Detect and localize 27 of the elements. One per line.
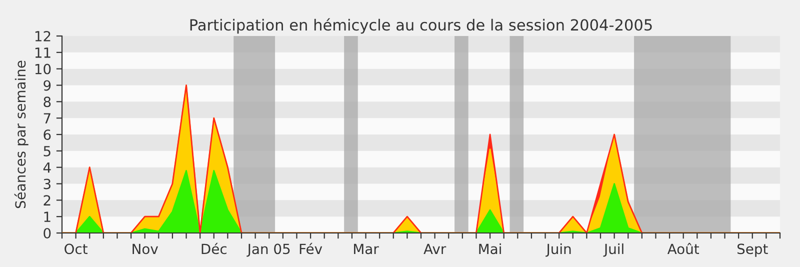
x-tick-label: Jan 05: [246, 244, 290, 257]
x-tick-label: Juin: [546, 243, 571, 257]
x-tick-label: Mai: [479, 243, 501, 254]
x-tick-label: Nov: [132, 244, 158, 254]
y-tick-label: 2: [44, 195, 50, 206]
y-tick-label: 3: [44, 178, 50, 190]
y-tick-label: 6: [44, 129, 51, 140]
y-tick-label: 7: [44, 113, 50, 124]
x-tick-label: Oct: [64, 244, 88, 254]
x-tick-label: Août: [667, 242, 700, 254]
y-tick-label: 0: [44, 228, 51, 238]
x-tick-label: Fév: [300, 242, 322, 254]
y-tick-label: 5: [44, 146, 50, 156]
y-tick-label: 11: [35, 48, 50, 58]
chart-title: Participation en hémicycle au cours de la session 2004-2005: [190, 18, 652, 34]
y-tick-label: 1: [44, 212, 50, 222]
y-tick-label: 12: [35, 30, 50, 42]
y-tick-label: 4: [43, 162, 51, 173]
x-tick-label: Sept: [737, 244, 768, 257]
x-tick-label: Mar: [354, 244, 379, 254]
y-axis-title: Séances par semaine: [14, 60, 28, 208]
x-tick-label: Avr: [424, 244, 446, 254]
x-tick-label: Déc: [202, 242, 226, 254]
y-tick-label: 10: [35, 64, 51, 74]
y-tick-label: 9: [44, 80, 51, 91]
x-tick-label: Juil: [603, 243, 624, 257]
y-tick-label: 8: [44, 96, 51, 108]
